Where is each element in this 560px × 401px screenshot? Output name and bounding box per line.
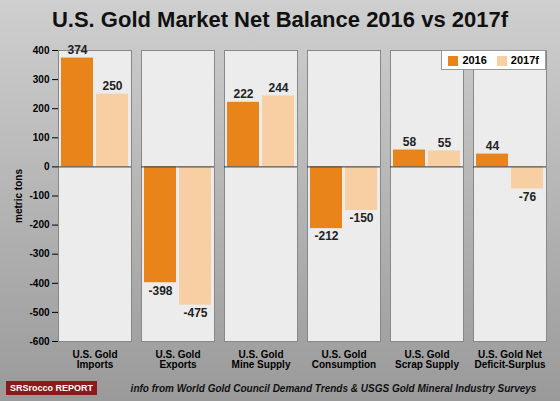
svg-text:250: 250 bbox=[102, 79, 122, 93]
svg-text:U.S. GoldScrap Supply: U.S. GoldScrap Supply bbox=[395, 349, 459, 370]
svg-text:-398: -398 bbox=[148, 284, 172, 298]
html-text:info from World Gold Council D: info from World Gold Council Demand Tren… bbox=[130, 382, 537, 394]
svg-text:100: 100 bbox=[33, 132, 50, 143]
svg-text:-212: -212 bbox=[314, 229, 338, 243]
svg-text:-400: -400 bbox=[29, 278, 49, 289]
svg-text:-300: -300 bbox=[29, 248, 49, 259]
svg-text:metric tons: metric tons bbox=[13, 169, 24, 223]
svg-text:0: 0 bbox=[44, 161, 50, 172]
svg-text:U.S. GoldImports: U.S. GoldImports bbox=[73, 349, 118, 370]
html-text:U.S. Gold Market Net Balance 2: U.S. Gold Market Net Balance 2016 vs 201… bbox=[51, 7, 508, 32]
svg-text:222: 222 bbox=[233, 87, 253, 101]
svg-text:-200: -200 bbox=[29, 219, 49, 230]
svg-text:-100: -100 bbox=[29, 190, 49, 201]
svg-text:-475: -475 bbox=[183, 306, 207, 320]
svg-text:55: 55 bbox=[438, 136, 452, 150]
html-text:2016: 2016 bbox=[462, 54, 487, 66]
svg-text:374: 374 bbox=[67, 43, 87, 57]
svg-text:200: 200 bbox=[33, 103, 50, 114]
svg-text:244: 244 bbox=[268, 81, 288, 95]
svg-text:400: 400 bbox=[33, 45, 50, 56]
svg-text:U.S. GoldMine Supply: U.S. GoldMine Supply bbox=[232, 349, 291, 370]
svg-text:U.S. GoldExports: U.S. GoldExports bbox=[156, 349, 201, 370]
svg-text:300: 300 bbox=[33, 74, 50, 85]
svg-text:-600: -600 bbox=[29, 336, 49, 347]
svg-text:U.S. GoldConsumption: U.S. GoldConsumption bbox=[312, 349, 376, 370]
svg-text:U.S. Gold NetDeficit-Surplus: U.S. Gold NetDeficit-Surplus bbox=[474, 349, 546, 370]
html-text:2017f: 2017f bbox=[510, 54, 539, 66]
html-text:SRSrocco REPORT: SRSrocco REPORT bbox=[10, 383, 93, 393]
svg-text:-150: -150 bbox=[349, 211, 373, 225]
svg-text:44: 44 bbox=[486, 139, 500, 153]
svg-text:58: 58 bbox=[403, 135, 417, 149]
svg-text:-500: -500 bbox=[29, 307, 49, 318]
svg-text:-76: -76 bbox=[519, 190, 537, 204]
